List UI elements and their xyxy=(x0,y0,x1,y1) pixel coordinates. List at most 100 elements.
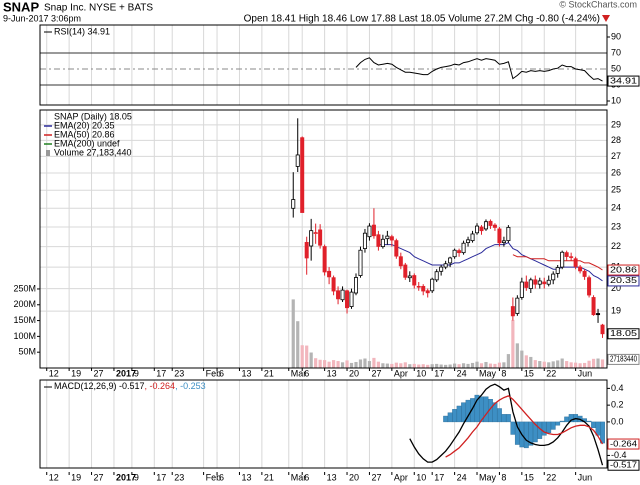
volume-bar xyxy=(439,364,443,368)
y-tick-label: 70 xyxy=(611,47,621,57)
x-tick-label: 10 xyxy=(416,368,426,378)
candle-body xyxy=(412,275,417,286)
x-tick-label: May xyxy=(479,472,497,482)
last-value-label: 20.35 xyxy=(610,275,637,285)
candle-body xyxy=(362,232,367,250)
x-tick-label: Mar xyxy=(291,472,307,482)
candle-body xyxy=(457,250,462,254)
volume-bar xyxy=(349,362,354,368)
x-tick-label: 13 xyxy=(327,368,337,378)
volume-tick-label: 250M xyxy=(13,283,36,293)
histogram-bar xyxy=(600,421,605,444)
candle-body xyxy=(380,238,385,248)
x-tick-label: 17 xyxy=(156,472,166,482)
volume-bar xyxy=(587,360,591,368)
candle-body xyxy=(349,291,354,307)
x-tick-label: Jun xyxy=(578,368,593,378)
candle-body xyxy=(340,289,345,301)
histogram-bar xyxy=(497,408,502,423)
histogram-bar xyxy=(447,412,453,423)
volume-bar xyxy=(529,356,533,368)
y-tick-label: 24 xyxy=(611,203,621,213)
volume-bar xyxy=(327,361,331,368)
x-tick-label: 23 xyxy=(174,472,184,482)
volume-bar xyxy=(376,361,381,368)
x-tick-label: 27 xyxy=(94,368,104,378)
candle-body xyxy=(519,281,524,298)
volume-bar xyxy=(591,358,596,368)
candle-body xyxy=(479,226,484,232)
y-tick-label: 22 xyxy=(611,241,621,251)
histogram-bar xyxy=(461,402,466,423)
candle-body xyxy=(327,270,332,278)
candle-body xyxy=(587,277,592,296)
candle-body xyxy=(546,279,551,285)
candle-body xyxy=(475,225,480,234)
macd-line xyxy=(409,383,604,466)
candle-body xyxy=(398,256,403,267)
candle-body xyxy=(389,236,394,241)
volume-bar xyxy=(511,319,515,368)
volume-bar xyxy=(300,345,304,368)
price-legend: SNAP (Daily) 18.05 xyxy=(54,111,132,121)
candle-body xyxy=(416,285,421,288)
y-tick-label: -0.4 xyxy=(611,450,627,460)
x-tick-label: 8 xyxy=(501,368,506,378)
histogram-bar xyxy=(523,421,529,449)
down-arrow xyxy=(602,15,610,22)
panel-frame xyxy=(39,24,608,106)
volume-bar xyxy=(394,362,398,368)
last-value-box xyxy=(607,459,640,471)
x-tick-label: 24 xyxy=(457,368,467,378)
x-tick-label: 21 xyxy=(264,472,274,482)
candle-body xyxy=(313,232,318,234)
volume-bar xyxy=(403,362,407,368)
x-tick-label: 17 xyxy=(156,368,166,378)
x-tick-label: 6 xyxy=(219,368,224,378)
x-tick-label: 13 xyxy=(327,472,337,482)
candle-body xyxy=(506,227,511,242)
timestamp: 9-Jun-2017 3:06pm xyxy=(3,13,81,23)
volume-bar xyxy=(340,362,345,368)
candle-body xyxy=(555,267,560,274)
candle-body xyxy=(439,266,444,272)
x-tick-label: 6 xyxy=(219,472,224,482)
volume-tick-label: 150M xyxy=(13,315,36,325)
x-tick-label: 15 xyxy=(524,472,534,482)
candle-body xyxy=(425,290,430,294)
candle-body xyxy=(358,249,363,276)
y-tick-label: 90 xyxy=(611,31,621,41)
legend-label: , -0.253 xyxy=(175,381,206,391)
candle-body xyxy=(300,137,305,213)
candle-body xyxy=(421,285,426,292)
x-tick-label: 9 xyxy=(134,368,139,378)
candle-body xyxy=(578,266,583,272)
volume-bar xyxy=(479,363,484,368)
candle-body xyxy=(353,277,358,294)
histogram-bar xyxy=(510,421,516,435)
volume-bar xyxy=(497,362,502,368)
volume-bar xyxy=(331,360,336,368)
quote: Open 18.41 High 18.46 Low 17.88 Last 18.… xyxy=(244,14,600,25)
volume-tick-label: 100M xyxy=(13,331,36,341)
histogram-bar xyxy=(501,414,507,423)
y-tick-label: 50 xyxy=(611,63,621,73)
credit: © StockCharts.com xyxy=(559,0,637,9)
candle-body xyxy=(528,279,533,289)
volume-bar xyxy=(578,363,582,368)
volume-bar xyxy=(430,364,434,368)
panel-frame xyxy=(39,109,608,369)
volume-bar xyxy=(582,362,587,368)
x-tick-label: 19 xyxy=(71,368,81,378)
candle-body xyxy=(430,278,435,292)
volume-bar xyxy=(421,364,425,368)
candle-body xyxy=(591,297,596,316)
candle-body xyxy=(537,280,542,285)
macd-line xyxy=(445,395,604,458)
last-value-box xyxy=(607,353,640,365)
volume-bar xyxy=(596,358,600,368)
x-tick-label: 24 xyxy=(457,472,467,482)
legend-label: , -0.264 xyxy=(145,381,176,391)
